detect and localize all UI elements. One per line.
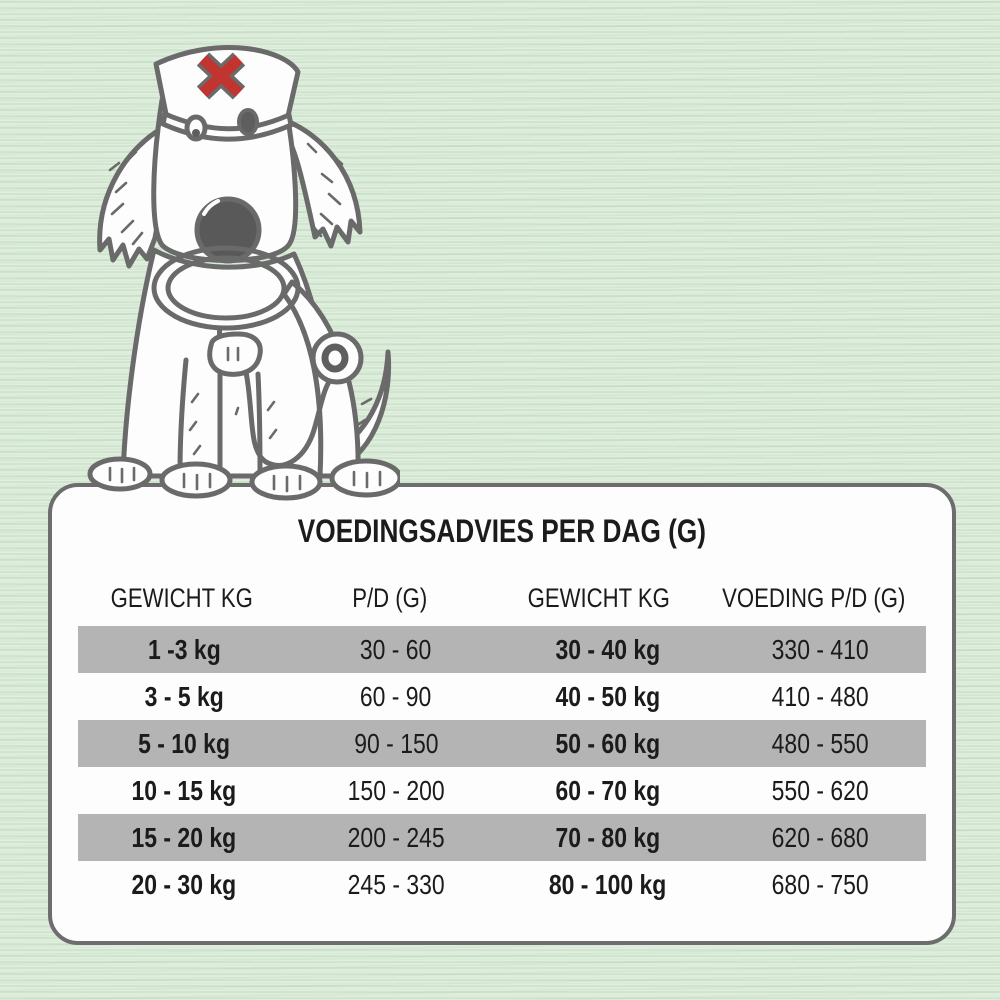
table-row: 3 - 5 kg 60 - 90 40 - 50 kg 410 - 480 <box>78 673 926 720</box>
portion-right-cell: 680 - 750 <box>771 868 869 900</box>
weight-left-cell: 3 - 5 kg <box>144 680 224 712</box>
weight-right-cell: 30 - 40 kg <box>555 633 661 665</box>
weight-right-cell: 70 - 80 kg <box>555 821 661 853</box>
weight-right-cell: 50 - 60 kg <box>555 727 661 759</box>
weight-left-cell: 15 - 20 kg <box>131 821 237 853</box>
portion-right-cell: 410 - 480 <box>771 680 869 712</box>
weight-right-cell: 40 - 50 kg <box>555 680 661 712</box>
weight-left-cell: 10 - 15 kg <box>131 774 237 806</box>
header-weight-right: GEWICHT KG <box>527 583 670 613</box>
portion-right-cell: 330 - 410 <box>771 633 869 665</box>
portion-left-cell: 150 - 200 <box>347 774 445 806</box>
table-row: 5 - 10 kg 90 - 150 50 - 60 kg 480 - 550 <box>78 720 926 767</box>
weight-right-cell: 60 - 70 kg <box>555 774 661 806</box>
portion-left-cell: 90 - 150 <box>353 727 439 759</box>
portion-left-cell: 245 - 330 <box>347 868 445 900</box>
feeding-table: GEWICHT KG P/D (G) GEWICHT KG VOEDING P/… <box>78 575 926 908</box>
table-body: 1 -3 kg 30 - 60 30 - 40 kg 330 - 410 3 -… <box>78 626 926 908</box>
dog-hind-left-paw <box>87 456 153 492</box>
stethoscope-tube <box>243 369 335 468</box>
dog-nose <box>194 196 262 264</box>
portion-left-cell: 30 - 60 <box>360 633 432 665</box>
portion-left-cell: 200 - 245 <box>347 821 445 853</box>
table-row: 20 - 30 kg 245 - 330 80 - 100 kg 680 - 7… <box>78 861 926 908</box>
table-header-row: GEWICHT KG P/D (G) GEWICHT KG VOEDING P/… <box>78 575 926 615</box>
portion-right-cell: 550 - 620 <box>771 774 869 806</box>
table-row: 10 - 15 kg 150 - 200 60 - 70 kg 550 - 62… <box>78 767 926 814</box>
header-weight-left: GEWICHT KG <box>110 583 254 613</box>
dog-holding-paw <box>207 331 263 377</box>
table-row: 1 -3 kg 30 - 60 30 - 40 kg 330 - 410 <box>78 626 926 673</box>
table-row: 15 - 20 kg 200 - 245 70 - 80 kg 620 - 68… <box>78 814 926 861</box>
table-title: VOEDINGSADVIES PER DAG (G) <box>297 513 707 549</box>
portion-left-cell: 60 - 90 <box>360 680 432 712</box>
header-portion-right: VOEDING P/D (G) <box>722 583 906 613</box>
feeding-table-card: VOEDINGSADVIES PER DAG (G) GEWICHT KG P/… <box>48 483 956 945</box>
weight-left-cell: 20 - 30 kg <box>131 868 237 900</box>
nurse-dog-illustration <box>87 45 400 501</box>
header-portion-left: P/D (G) <box>352 583 428 613</box>
dog-right-eye <box>237 108 259 136</box>
dog-left-eye <box>184 114 208 142</box>
weight-right-cell: 80 - 100 kg <box>549 868 667 900</box>
stethoscope-loop <box>151 245 301 331</box>
portion-right-cell: 480 - 550 <box>771 727 869 759</box>
weight-left-cell: 1 -3 kg <box>147 633 221 665</box>
stethoscope-chestpiece <box>310 331 364 385</box>
portion-right-cell: 620 - 680 <box>771 821 869 853</box>
weight-left-cell: 5 - 10 kg <box>138 727 230 759</box>
